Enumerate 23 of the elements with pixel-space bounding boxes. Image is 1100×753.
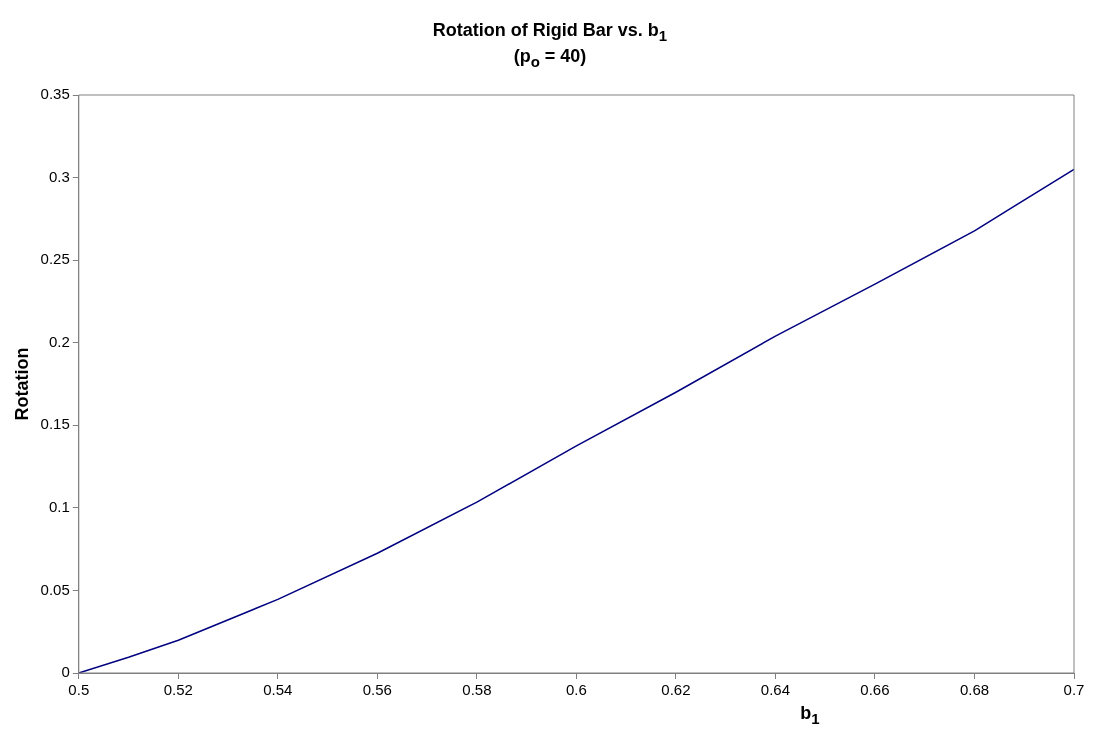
y-tick-label: 0 [61,663,70,681]
x-tick-label: 0.54 [263,681,293,699]
y-tick-label: 0.35 [40,85,70,103]
y-tick-label: 0.15 [40,415,70,433]
y-tick-label: 0.3 [48,167,70,185]
x-axis-title: b$_{1}$ [799,703,821,727]
x-tick-label: 0.66 [860,681,890,699]
y-tick-label: 0.1 [48,498,70,516]
x-tick-label: 0.6 [565,681,587,699]
x-tick-label: 0.52 [163,681,193,699]
y-tick-label: 0.05 [40,580,70,598]
x-tick-label: 0.5 [68,681,90,699]
x-tick-label: 0.58 [462,681,492,699]
x-tick-label: 0.68 [959,681,990,699]
x-tick-label: 0.62 [661,681,691,699]
x-tick-label: 0.64 [760,681,791,699]
chart-title: Rotation of Rigid Bar vs. b$_{1}$ [431,20,669,44]
y-tick-label: 0.2 [48,333,70,351]
y-tick-label: 0.25 [40,250,70,268]
x-tick-label: 0.56 [362,681,392,699]
x-tick-label: 0.7 [1063,681,1085,699]
y-axis-title: Rotation [11,347,32,421]
chart-subtitle: (p$_{o}$ = 40) [512,45,588,70]
